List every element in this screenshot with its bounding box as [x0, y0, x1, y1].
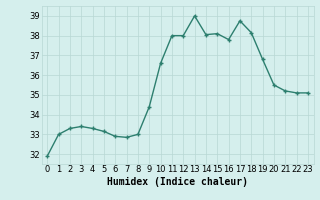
- X-axis label: Humidex (Indice chaleur): Humidex (Indice chaleur): [107, 177, 248, 187]
